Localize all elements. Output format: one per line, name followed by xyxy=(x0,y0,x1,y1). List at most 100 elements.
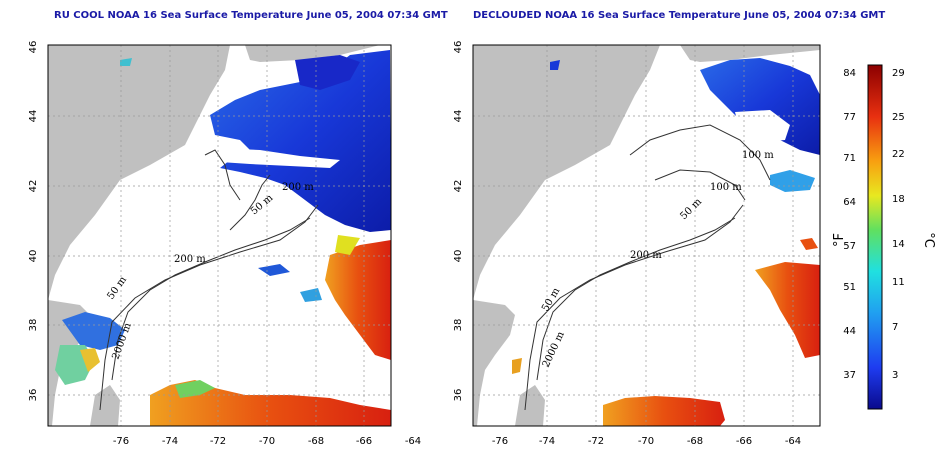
fahrenheit-tick-label: 71 xyxy=(843,153,856,164)
y-tick-label: 44 xyxy=(453,110,464,123)
fahrenheit-tick-label: 44 xyxy=(843,326,856,337)
y-tick-label: 40 xyxy=(28,250,39,263)
cloud-gap xyxy=(215,148,340,168)
x-tick-label: -66 xyxy=(356,436,372,447)
contour-label: 100 m xyxy=(742,150,774,161)
x-tick-label: -72 xyxy=(588,436,604,447)
grid-lines xyxy=(473,45,820,426)
right-map-frame xyxy=(472,44,821,427)
y-tick-label: 40 xyxy=(453,250,464,263)
x-tick-label: -72 xyxy=(210,436,226,447)
celsius-tick-label: 14 xyxy=(892,239,905,250)
celsius-tick-label: 3 xyxy=(892,370,898,381)
coastal-water-region xyxy=(120,58,132,66)
y-tick-label: 46 xyxy=(28,41,39,54)
celsius-tick-label: 18 xyxy=(892,194,905,205)
x-tick-label: -68 xyxy=(308,436,324,447)
contour-label: 200 m xyxy=(282,182,314,193)
bathymetry-contour xyxy=(204,149,241,201)
x-tick-label: -66 xyxy=(736,436,752,447)
celsius-tick-label: 11 xyxy=(892,277,905,288)
right-panel-title: DECLOUDED NOAA 16 Sea Surface Temperatur… xyxy=(473,10,886,21)
coastal-water-region xyxy=(62,312,125,350)
bathymetry-contour xyxy=(111,217,311,381)
coastal-water-region xyxy=(300,288,322,302)
celsius-tick-label: 25 xyxy=(892,112,905,123)
x-tick-label: -74 xyxy=(539,436,555,447)
celsius-unit-label: °C xyxy=(921,232,936,248)
contour-label: 200 m xyxy=(174,254,206,265)
left-panel-title: RU COOL NOAA 16 Sea Surface Temperature … xyxy=(54,10,448,21)
fahrenheit-ticks: 84 77 71 64 57 51 44 37 xyxy=(843,68,856,381)
warm-water-region xyxy=(603,396,725,426)
coastal-water-region xyxy=(80,348,100,372)
x-tick-label: -76 xyxy=(113,436,129,447)
right-y-axis: 36 38 40 42 44 46 xyxy=(453,41,464,402)
land-mass xyxy=(473,300,515,426)
y-tick-label: 42 xyxy=(453,180,464,193)
y-tick-label: 36 xyxy=(453,389,464,402)
fahrenheit-tick-label: 37 xyxy=(843,370,856,381)
x-tick-label: -64 xyxy=(405,436,421,447)
bathymetry-contour xyxy=(229,174,271,231)
warm-water-region xyxy=(335,235,360,255)
bathymetry-contour xyxy=(524,204,744,411)
y-tick-label: 38 xyxy=(28,319,39,332)
x-tick-label: -76 xyxy=(492,436,508,447)
x-tick-label: -64 xyxy=(785,436,801,447)
left-y-axis: 36 38 40 42 44 46 xyxy=(28,41,39,402)
bathymetry-contour xyxy=(99,204,319,411)
contour-label: 100 m xyxy=(710,182,742,193)
grid-lines xyxy=(48,45,391,426)
y-tick-label: 36 xyxy=(28,389,39,402)
warm-water-region xyxy=(175,380,215,398)
celsius-tick-label: 7 xyxy=(892,322,898,333)
celsius-tick-label: 29 xyxy=(892,68,905,79)
fahrenheit-tick-label: 64 xyxy=(843,197,856,208)
cold-water-region xyxy=(770,170,815,192)
left-map-frame xyxy=(47,44,392,427)
x-tick-label: -74 xyxy=(162,436,178,447)
land-mass xyxy=(90,385,120,426)
bathymetry-contour xyxy=(629,124,771,181)
y-tick-label: 46 xyxy=(453,41,464,54)
cold-water-region xyxy=(295,55,360,90)
celsius-ticks: 29 25 22 18 14 11 7 3 xyxy=(892,68,905,381)
y-tick-label: 38 xyxy=(453,319,464,332)
land-mass xyxy=(473,45,820,62)
right-map: 100 m 100 m 50 m 200 m 50 m 2000 m xyxy=(473,45,820,426)
x-tick-label: -68 xyxy=(687,436,703,447)
left-map: 50 m 200 m 50 m 200 m 2000 m xyxy=(48,45,391,426)
cold-water-region xyxy=(550,60,560,70)
coastal-water-region xyxy=(258,264,290,276)
x-tick-label: -70 xyxy=(638,436,654,447)
land-mass xyxy=(473,45,660,300)
land-mass xyxy=(48,45,380,62)
land-mass xyxy=(48,45,230,300)
right-x-axis: -76 -74 -72 -70 -68 -66 -64 xyxy=(492,436,801,447)
bathymetry-contour xyxy=(536,217,736,381)
y-tick-label: 44 xyxy=(28,110,39,123)
land-mass xyxy=(515,385,545,426)
fahrenheit-tick-label: 84 xyxy=(843,68,856,79)
fahrenheit-tick-label: 77 xyxy=(843,112,856,123)
cloud-gap xyxy=(735,110,790,142)
warm-water-region xyxy=(755,262,820,358)
left-x-axis: -76 -74 -72 -70 -68 -66 -64 xyxy=(113,436,421,447)
colorbar: 84 77 71 64 57 51 44 37 29 25 22 18 14 1… xyxy=(832,64,936,410)
warm-water-region xyxy=(325,240,391,360)
cold-water-region xyxy=(210,50,391,232)
fahrenheit-tick-label: 51 xyxy=(843,282,856,293)
warm-water-region xyxy=(800,238,818,250)
fahrenheit-tick-label: 57 xyxy=(843,241,856,252)
colorbar-gradient xyxy=(867,64,883,410)
fahrenheit-unit-label: °F xyxy=(832,233,847,247)
contour-label: 200 m xyxy=(630,250,662,261)
cold-water-region xyxy=(700,58,820,155)
y-tick-label: 42 xyxy=(28,180,39,193)
bathymetry-contour xyxy=(654,169,746,201)
warm-water-region xyxy=(150,380,391,426)
celsius-tick-label: 22 xyxy=(892,149,905,160)
warm-water-region xyxy=(512,358,522,374)
